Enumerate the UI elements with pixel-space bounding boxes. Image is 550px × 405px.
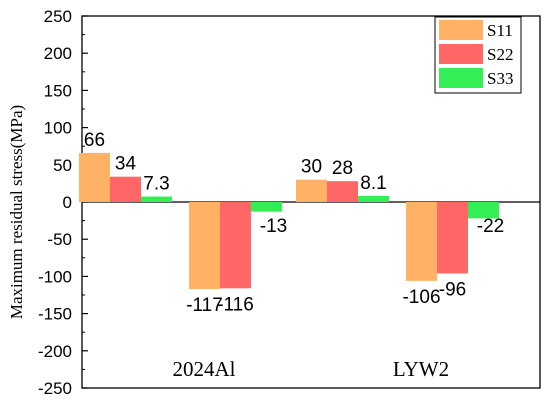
bar-s11 (296, 179, 327, 202)
legend-swatch-s22 (439, 44, 483, 64)
legend: S11 S22 S33 (434, 16, 522, 94)
data-label: 28 (332, 158, 353, 179)
category-label: 2024Al (173, 357, 236, 381)
data-labels-group: 66 34 7.3 -117-116 -13 2024Al 30 28 8.1 -106-96 -2… (84, 130, 504, 381)
category-label: LYW2 (393, 357, 449, 381)
data-label: 30 (301, 157, 322, 178)
bar-s33 (468, 202, 499, 219)
legend-swatch-s11 (439, 20, 483, 40)
axes-group: 250 200 150 100 50 0 -50 -100 -150 -200 -250 (38, 7, 541, 398)
y-axis-label: Maximum residual stress(MPa) (7, 105, 26, 319)
y-tick-label: -100 (38, 267, 72, 286)
data-label: -13 (260, 216, 287, 237)
y-tick-label: -200 (38, 342, 72, 361)
bars-group (79, 152, 499, 290)
bar-s11 (406, 202, 437, 281)
legend-label-s33: S33 (487, 69, 513, 88)
bar-s33 (251, 202, 282, 212)
bar-s22 (437, 202, 468, 274)
data-label: 66 (84, 130, 105, 151)
data-label: -106 (402, 287, 440, 308)
y-tick-label: -50 (47, 230, 72, 249)
y-tick-label: 250 (44, 7, 72, 26)
data-label: -22 (477, 216, 504, 237)
y-tick-label: 100 (44, 119, 72, 138)
y-tick-label: 0 (63, 193, 72, 212)
legend-label-s22: S22 (487, 45, 513, 64)
data-label: 8.1 (360, 173, 386, 194)
data-label: -96 (439, 279, 466, 300)
data-label: 7.3 (143, 174, 169, 195)
y-tick-label: -150 (38, 305, 72, 324)
y-tick-label: 200 (44, 44, 72, 63)
bar-s22 (110, 176, 141, 202)
y-tick-label: 150 (44, 81, 72, 100)
data-label: -116 (217, 294, 254, 315)
legend-swatch-s33 (439, 68, 483, 88)
bar-s11 (79, 152, 110, 202)
bar-s22 (327, 181, 358, 202)
bar-s33 (141, 196, 172, 202)
bar-s11 (189, 202, 220, 290)
data-label: 34 (115, 154, 137, 175)
legend-label-s11: S11 (487, 21, 513, 40)
bar-s22 (220, 202, 251, 289)
data-label: -117 (186, 295, 223, 316)
y-tick-label: -250 (38, 379, 72, 398)
y-tick-label: 50 (53, 156, 72, 175)
bar-s33 (358, 195, 389, 202)
